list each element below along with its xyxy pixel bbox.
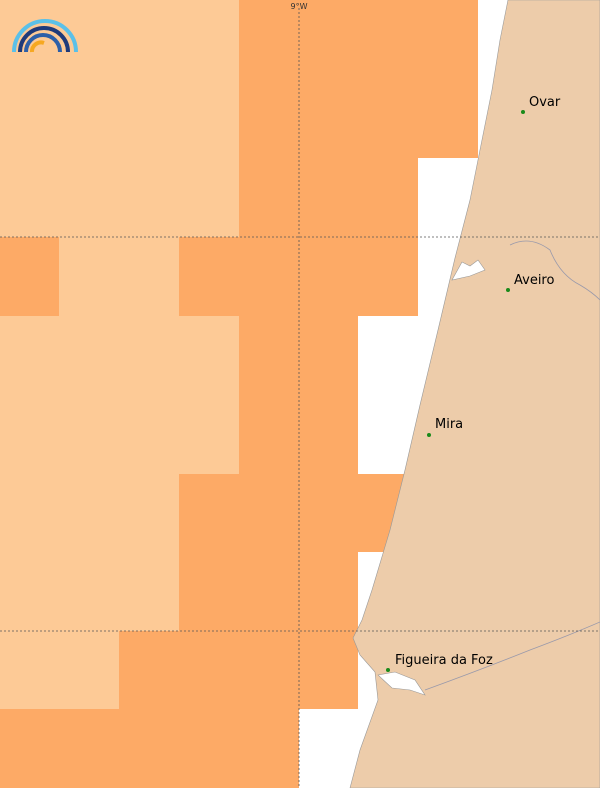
land: [349, 0, 600, 788]
cell: [0, 0, 239, 237]
graticule: [0, 8, 600, 788]
places: Ovar Aveiro Mira Figueira da Foz: [386, 95, 561, 672]
cell: [0, 474, 179, 631]
cell: [0, 237, 59, 316]
place-dot: [386, 668, 390, 672]
logo: [12, 19, 78, 53]
place-dot: [521, 110, 525, 114]
cell: [0, 709, 299, 788]
cell: [179, 474, 409, 552]
river: [424, 621, 600, 691]
lagoon: [451, 259, 486, 281]
cell: [239, 0, 478, 158]
place-label: Aveiro: [514, 273, 554, 288]
cell: [239, 316, 358, 474]
place-label: Figueira da Foz: [395, 653, 493, 668]
cell: [119, 631, 358, 709]
place-dot: [506, 288, 510, 292]
cell: [179, 237, 418, 316]
river: [509, 240, 600, 301]
place-label: Mira: [435, 417, 463, 432]
grid-cells: [0, 0, 478, 788]
cell: [59, 237, 179, 316]
place-label: Ovar: [529, 95, 561, 110]
cell: [239, 158, 418, 237]
meridian-label: 9°W: [291, 2, 308, 11]
cell: [179, 552, 358, 631]
cell: [0, 631, 119, 709]
place-dot: [427, 433, 431, 437]
cell: [0, 316, 239, 474]
estuary: [377, 671, 426, 696]
